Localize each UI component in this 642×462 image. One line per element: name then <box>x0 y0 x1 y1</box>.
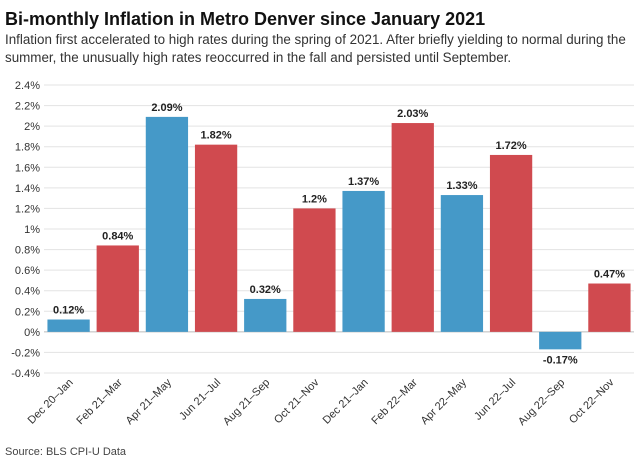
y-tick-label: 2.2% <box>15 101 40 113</box>
x-tick-label: Aug 22–Sep <box>516 377 567 428</box>
x-tick-label: Oct 21–Nov <box>272 376 322 426</box>
data-label: 1.37% <box>348 176 379 188</box>
y-tick-label: 1.4% <box>15 183 40 195</box>
data-label: 0.47% <box>594 269 625 281</box>
bar <box>440 195 484 332</box>
source-note: Source: BLS CPI-U Data <box>5 446 127 458</box>
bars <box>47 116 631 350</box>
chart-subtitle: Inflation first accelerated to high rate… <box>5 32 626 65</box>
y-tick-label: -0.2% <box>11 347 40 359</box>
y-axis-ticks: -0.4% -0.2% 0% 0.2% 0.4% 0.6% 0.8% 1% 1.2% 1.4% 1.… <box>11 80 40 380</box>
bar <box>342 190 385 332</box>
bar <box>145 116 189 332</box>
y-tick-label: 2% <box>24 121 40 133</box>
y-tick-label: 0.6% <box>15 265 40 277</box>
x-tick-label: Feb 22–Mar <box>369 376 420 427</box>
data-label: 1.33% <box>446 180 477 192</box>
bar <box>391 123 434 332</box>
y-tick-label: 0.4% <box>15 286 40 298</box>
data-label: 1.2% <box>302 193 327 205</box>
y-tick-label: 0.2% <box>15 306 40 318</box>
data-label: 0.12% <box>53 305 84 317</box>
y-tick-label: 1.2% <box>15 203 40 215</box>
y-tick-label: 1% <box>24 224 40 236</box>
x-tick-label: Apr 21–May <box>124 376 175 427</box>
x-tick-label: Oct 22–Nov <box>567 376 617 426</box>
data-label: 2.09% <box>151 102 182 114</box>
data-label: 0.84% <box>102 230 133 242</box>
data-label: -0.17% <box>543 354 578 366</box>
data-label: 1.72% <box>495 140 526 152</box>
data-labels: 0.12% 0.84% 2.09% 1.82% 0.32% 1.2% 1.37% 2.03% 1… <box>53 102 625 366</box>
bar <box>244 298 287 332</box>
bar-chart: -0.4% -0.2% 0% 0.2% 0.4% 0.6% 0.8% 1% 1.2% 1.4% 1.… <box>11 80 634 428</box>
bar <box>539 331 582 350</box>
data-label: 0.32% <box>250 284 281 296</box>
bar <box>588 283 631 332</box>
bar <box>96 245 139 332</box>
data-label: 1.82% <box>200 130 231 142</box>
y-tick-label: 1.6% <box>15 162 40 174</box>
y-tick-label: -0.4% <box>11 368 40 380</box>
y-tick-label: 1.8% <box>15 142 40 154</box>
y-tick-label: 0% <box>24 327 40 339</box>
data-label: 2.03% <box>397 108 428 120</box>
x-tick-label: Apr 22–May <box>419 376 470 427</box>
chart-title: Bi-monthly Inflation in Metro Denver sin… <box>5 9 486 29</box>
x-tick-label: Jun 22–Jul <box>472 377 518 423</box>
bar <box>489 154 533 332</box>
y-tick-label: 2.4% <box>15 80 40 92</box>
x-tick-label: Jun 21–Jul <box>177 377 223 423</box>
x-tick-label: Dec 21–Jan <box>321 377 371 427</box>
x-tick-label: Feb 21–Mar <box>74 376 125 427</box>
bar <box>194 144 238 332</box>
bar <box>47 319 90 332</box>
gridlines <box>44 84 634 374</box>
bar <box>293 208 336 332</box>
x-tick-label: Aug 21–Sep <box>221 377 272 428</box>
y-tick-label: 0.8% <box>15 245 40 257</box>
x-tick-label: Dec 20–Jan <box>26 377 76 427</box>
